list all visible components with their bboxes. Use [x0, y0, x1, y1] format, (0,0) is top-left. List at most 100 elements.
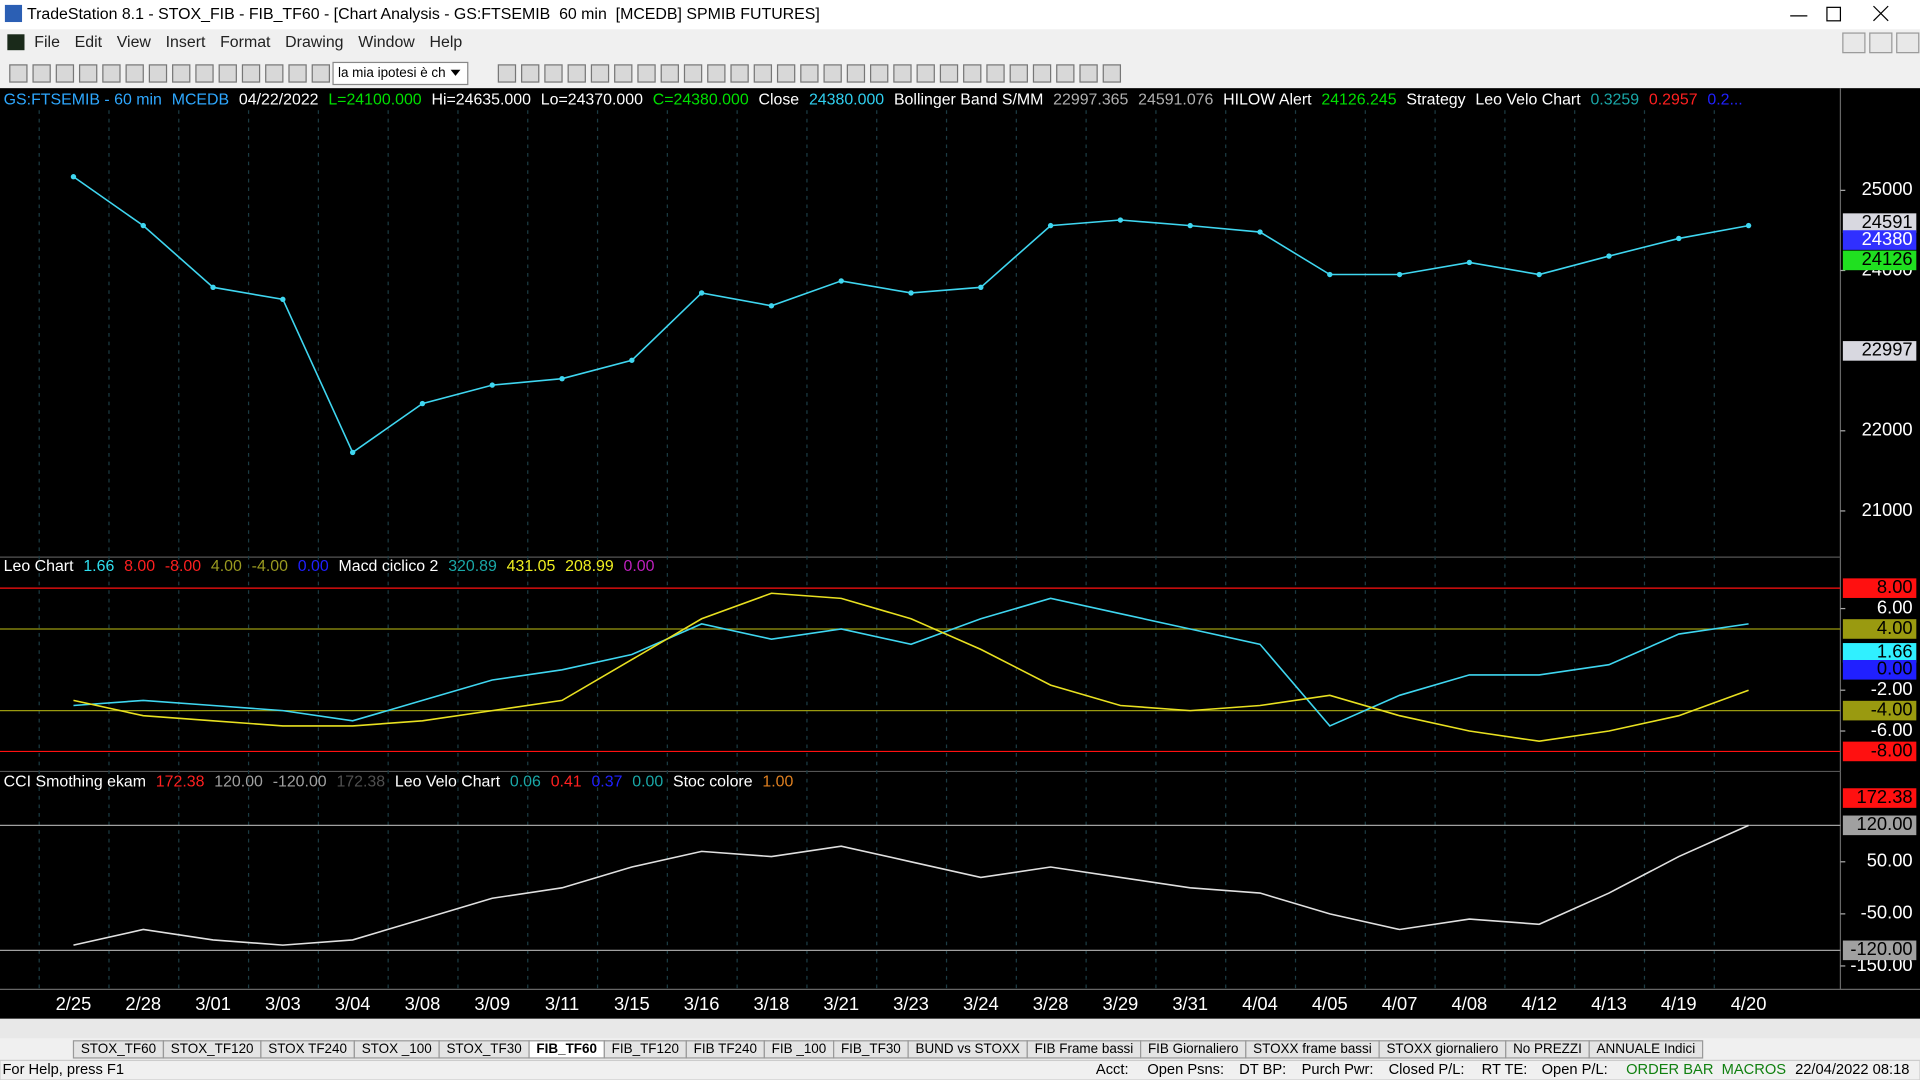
toolbar-button[interactable]	[241, 64, 261, 83]
x-tick-label: 4/20	[1731, 993, 1767, 1014]
toolbar-button[interactable]	[1009, 64, 1028, 83]
toolbar-button[interactable]	[288, 64, 307, 83]
toolbar-button[interactable]	[776, 64, 796, 83]
legend-item: 24380.000	[809, 92, 884, 109]
menu-item[interactable]: Format	[220, 34, 271, 51]
sheet-tab[interactable]	[1588, 1040, 1704, 1059]
mdi-controls[interactable]	[1842, 32, 1920, 54]
toolbar-button[interactable]	[521, 64, 540, 83]
toolbar-button[interactable]	[637, 64, 656, 83]
toolbar-button[interactable]	[730, 64, 749, 83]
toolbar-button[interactable]	[148, 64, 168, 83]
toolbar-button[interactable]	[1102, 64, 1122, 83]
mdi-close[interactable]	[1896, 32, 1920, 54]
price-dot	[140, 222, 146, 229]
toolbar-button[interactable]	[195, 64, 214, 83]
toolbar-button[interactable]	[707, 64, 726, 83]
toolbar-button[interactable]	[753, 64, 773, 83]
value-marker-label: 4.00	[1877, 617, 1913, 638]
toolbar-button[interactable]	[939, 64, 959, 83]
toolbar-button[interactable]	[567, 64, 586, 83]
legend-item: Leo Velo Chart	[1475, 92, 1581, 109]
sheet-tab-label: FIB_TF30	[841, 1041, 901, 1056]
price-dot	[838, 278, 844, 284]
y-tick-label: 22000	[1862, 419, 1913, 440]
price-dot	[1187, 222, 1193, 229]
value-marker	[1842, 643, 1917, 663]
toolbar-button[interactable]	[800, 64, 819, 83]
toolbar-button[interactable]	[32, 64, 51, 83]
menu-bar	[0, 29, 1920, 57]
menu-item[interactable]: Drawing	[285, 34, 343, 51]
menu-item[interactable]: Help	[429, 34, 462, 51]
toolbar-button[interactable]	[265, 64, 284, 83]
toolbar-button[interactable]	[683, 64, 703, 83]
toolbar-button[interactable]	[614, 64, 633, 83]
toolbar-button[interactable]	[986, 64, 1005, 83]
legend-item: 172.38	[336, 774, 385, 791]
toolbar-button[interactable]	[916, 64, 935, 83]
toolbar-button[interactable]	[823, 64, 842, 83]
toolbar-button[interactable]	[218, 64, 237, 83]
sheet-tab-label: STOX_TF30	[446, 1041, 521, 1056]
toolbar-button[interactable]	[590, 64, 610, 83]
window-controls[interactable]	[1790, 5, 1889, 22]
price-dot	[1536, 271, 1542, 278]
value-marker	[1842, 213, 1917, 233]
toolbar-button[interactable]	[544, 64, 563, 83]
toolbar-button[interactable]	[102, 64, 121, 83]
legend-item: -4.00	[252, 558, 288, 575]
legend-item: 0.2...	[1707, 92, 1742, 109]
legend-item: 208.99	[565, 558, 614, 575]
maximize[interactable]	[1826, 6, 1842, 22]
legend-item: 1.00	[762, 774, 793, 791]
toolbar-button[interactable]	[1032, 64, 1052, 83]
price-dot	[349, 449, 356, 456]
value-marker-label: -4.00	[1871, 698, 1913, 719]
toolbar-button[interactable]	[78, 64, 98, 83]
toolbar-button[interactable]	[963, 64, 982, 83]
toolbar-button[interactable]	[172, 64, 191, 83]
toolbar-button[interactable]	[660, 64, 679, 83]
toolbar-button[interactable]	[846, 64, 866, 83]
title-bar	[0, 0, 1920, 30]
status-field: 22/04/2022 08:18	[1795, 1062, 1909, 1078]
x-tick-label: 3/04	[335, 993, 371, 1014]
toolbar-button[interactable]	[125, 64, 144, 83]
legend-item: Stoc colore	[673, 774, 753, 791]
value-marker-label: 22997	[1862, 339, 1913, 360]
toolbar-button[interactable]	[311, 64, 330, 83]
menu-item[interactable]: Window	[358, 34, 415, 51]
value-marker	[1842, 660, 1917, 680]
y-tick-label: -6.00	[1871, 719, 1913, 740]
hypothesis-dropdown[interactable]	[332, 61, 469, 86]
mdi-restore[interactable]	[1869, 32, 1893, 54]
sheet-tab-label: STOX_TF120	[171, 1041, 254, 1056]
mdi-min[interactable]	[1842, 32, 1866, 54]
toolbar-button[interactable]	[497, 64, 517, 83]
toolbar-button[interactable]	[1056, 64, 1075, 83]
x-tick-label: 3/28	[1033, 993, 1069, 1014]
toolbar-button[interactable]	[1079, 64, 1098, 83]
value-marker	[1842, 250, 1917, 271]
x-tick-label: 3/08	[405, 993, 441, 1014]
close[interactable]	[1873, 5, 1889, 22]
x-tick-label: 4/04	[1242, 993, 1278, 1014]
price-dot	[489, 382, 495, 388]
price-dot	[978, 284, 984, 291]
menu-item[interactable]: Edit	[75, 34, 103, 51]
toolbar-button[interactable]	[893, 64, 912, 83]
menu-item[interactable]: Insert	[166, 34, 206, 51]
menu-item[interactable]: File	[34, 34, 60, 51]
legend-item: 0.00	[632, 774, 663, 791]
legend-item: 04/22/2022	[239, 92, 319, 109]
toolbar-button[interactable]	[55, 64, 75, 83]
legend-item: 0.2957	[1649, 92, 1698, 109]
menu-item[interactable]: View	[117, 34, 152, 51]
price-dot	[1117, 217, 1124, 223]
toolbar-button[interactable]	[870, 64, 889, 83]
toolbar-button[interactable]	[9, 64, 28, 83]
legend-item: 0.00	[298, 558, 329, 575]
horizontal-scrollbar[interactable]	[0, 1018, 1920, 1039]
